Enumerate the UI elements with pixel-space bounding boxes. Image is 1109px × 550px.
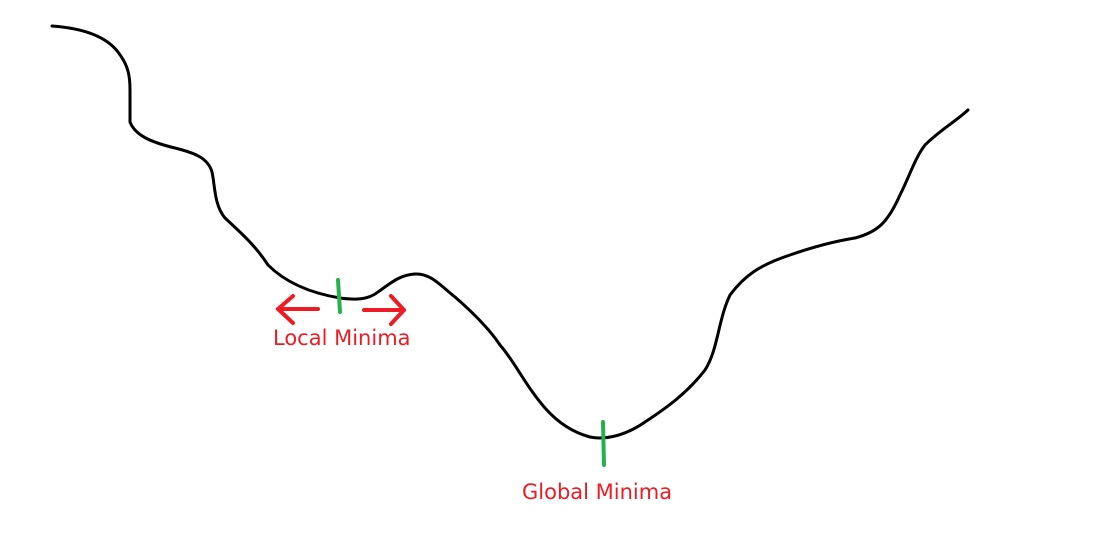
loss-curve — [50, 24, 970, 440]
local-minima-marker — [336, 278, 342, 314]
left-arrow-icon — [276, 294, 320, 325]
local-minima-label: Local Minima — [273, 326, 411, 350]
right-arrow-icon — [362, 294, 406, 326]
global-minima-label: Global Minima — [522, 480, 673, 504]
global-minima-marker — [601, 420, 606, 467]
